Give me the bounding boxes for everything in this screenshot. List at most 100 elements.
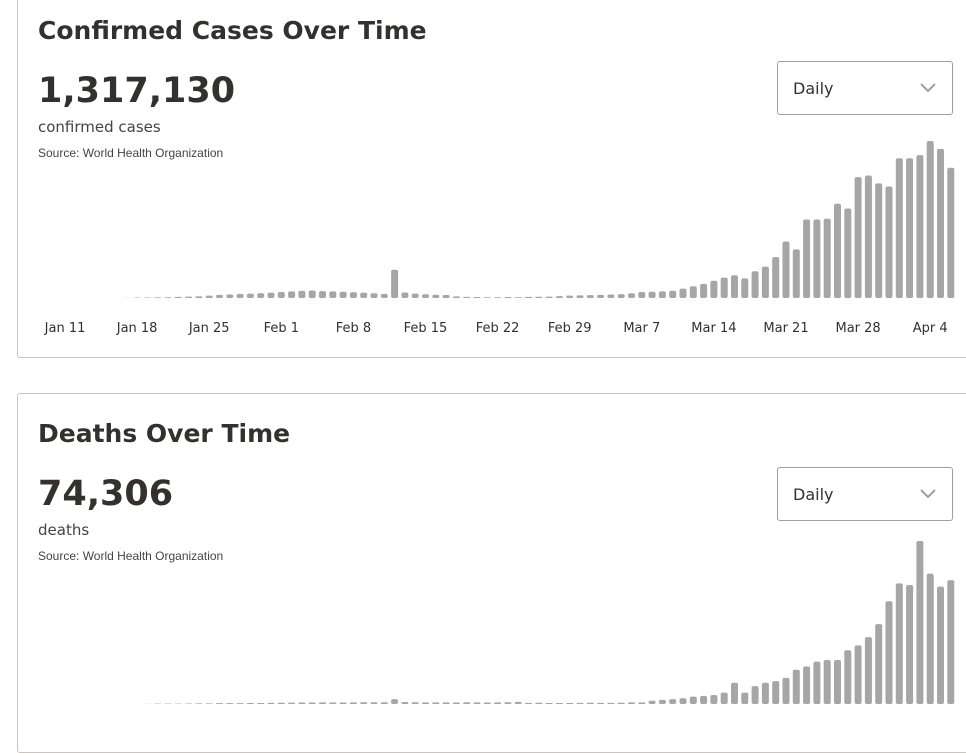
bar: [906, 158, 913, 298]
bar: [916, 155, 923, 298]
bar: [288, 291, 295, 298]
bar: [216, 703, 223, 704]
x-tick-label: Feb 8: [336, 321, 371, 336]
bar: [690, 286, 697, 298]
bar: [463, 702, 470, 704]
bar: [803, 220, 810, 299]
x-tick-label: Mar 28: [835, 321, 880, 336]
bar: [206, 703, 213, 704]
bar: [793, 249, 800, 298]
bar: [175, 297, 182, 298]
interval-dropdown[interactable]: Daily: [777, 467, 953, 521]
bar: [752, 686, 759, 704]
bar: [268, 703, 275, 704]
dropdown-value: Daily: [793, 485, 833, 504]
bar: [927, 141, 934, 298]
bar: [329, 291, 336, 298]
bar: [587, 703, 594, 704]
x-tick-label: Mar 14: [691, 321, 736, 336]
bar: [896, 583, 903, 704]
bar: [680, 289, 687, 298]
bar: [195, 703, 202, 704]
bar: [700, 284, 707, 298]
bar: [298, 703, 305, 704]
bar: [772, 681, 779, 704]
bar: [319, 702, 326, 704]
x-tick-label: Feb 22: [476, 321, 520, 336]
x-tick-label: Apr 4: [913, 321, 948, 336]
bar: [165, 297, 172, 298]
bar: [391, 699, 398, 704]
bar: [412, 294, 419, 298]
bar: [577, 295, 584, 298]
bar: [401, 293, 408, 298]
bar: [474, 297, 481, 298]
bar: [865, 637, 872, 704]
bar: [947, 580, 954, 704]
bar: [525, 703, 532, 704]
bar: [721, 693, 728, 704]
bar: [515, 297, 522, 298]
bar: [680, 698, 687, 704]
bar: [875, 624, 882, 704]
bar: [340, 702, 347, 704]
bar: [834, 204, 841, 298]
bar: [422, 294, 429, 298]
bar: [288, 703, 295, 704]
bar: [340, 292, 347, 298]
bar: [669, 291, 676, 298]
bar: [721, 278, 728, 298]
bar: [494, 702, 501, 704]
chevron-icon: [920, 83, 936, 93]
bar: [350, 292, 357, 298]
bar: [844, 650, 851, 704]
bar: [412, 702, 419, 704]
x-tick-label: Jan 18: [116, 321, 158, 336]
bar: [350, 702, 357, 704]
bar: [783, 241, 790, 298]
bar: [669, 699, 676, 704]
bar: [391, 270, 398, 298]
bar: [597, 295, 604, 298]
x-tick-label: Jan 11: [44, 321, 86, 336]
bar: [237, 703, 244, 704]
bar: [607, 295, 614, 298]
bar: [700, 696, 707, 704]
bar: [813, 662, 820, 704]
page: {"panels": [ {"total": "1,317,130", "uni…: [0, 0, 966, 721]
bar: [257, 703, 264, 704]
bar: [515, 702, 522, 704]
bar: [731, 275, 738, 298]
bar: [906, 585, 913, 704]
bar: [443, 702, 450, 704]
bar: [535, 297, 542, 298]
bar: [566, 296, 573, 298]
bar: [556, 703, 563, 704]
bar: [484, 297, 491, 298]
bar: [535, 703, 542, 704]
bar: [443, 295, 450, 298]
bar: [195, 296, 202, 298]
bar: [886, 187, 893, 298]
bar: [329, 703, 336, 704]
interval-dropdown[interactable]: Daily: [777, 61, 953, 115]
bar: [587, 295, 594, 298]
bar: [762, 267, 769, 298]
bar: [659, 291, 666, 298]
bar: [298, 291, 305, 298]
bar: [484, 703, 491, 704]
bar: [896, 158, 903, 298]
bar: [741, 278, 748, 298]
bar: [741, 693, 748, 704]
bar: [855, 177, 862, 298]
bar: [268, 293, 275, 298]
bar: [546, 297, 553, 298]
bar: [886, 601, 893, 704]
bar: [237, 294, 244, 298]
bar: [226, 295, 233, 298]
bar: [916, 541, 923, 704]
bar: [710, 695, 717, 704]
bar: [556, 296, 563, 298]
bar: [401, 702, 408, 704]
